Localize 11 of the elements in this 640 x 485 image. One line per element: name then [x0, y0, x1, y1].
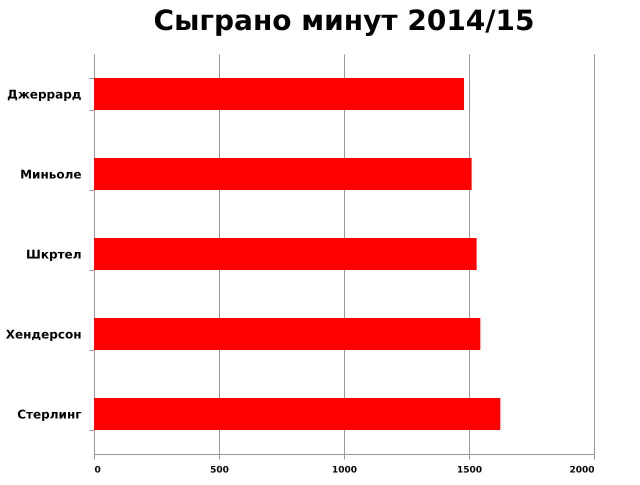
- x-tick-label: 2000: [569, 466, 594, 476]
- y-tick-label: Хендерсон: [6, 328, 82, 342]
- x-tick-label: 1500: [456, 466, 482, 476]
- y-tick-label: Шкртел: [26, 248, 82, 262]
- y-tick-label: Стерлинг: [17, 408, 82, 422]
- y-tick-label: Миньоле: [20, 168, 82, 182]
- x-tick-label: 500: [210, 466, 229, 476]
- y-tick-label: Джеррард: [7, 88, 82, 102]
- x-tick-label: 0: [94, 466, 101, 476]
- x-tick-label: 1000: [332, 466, 358, 476]
- chart-title: Сыграно минут 2014/15: [154, 4, 534, 37]
